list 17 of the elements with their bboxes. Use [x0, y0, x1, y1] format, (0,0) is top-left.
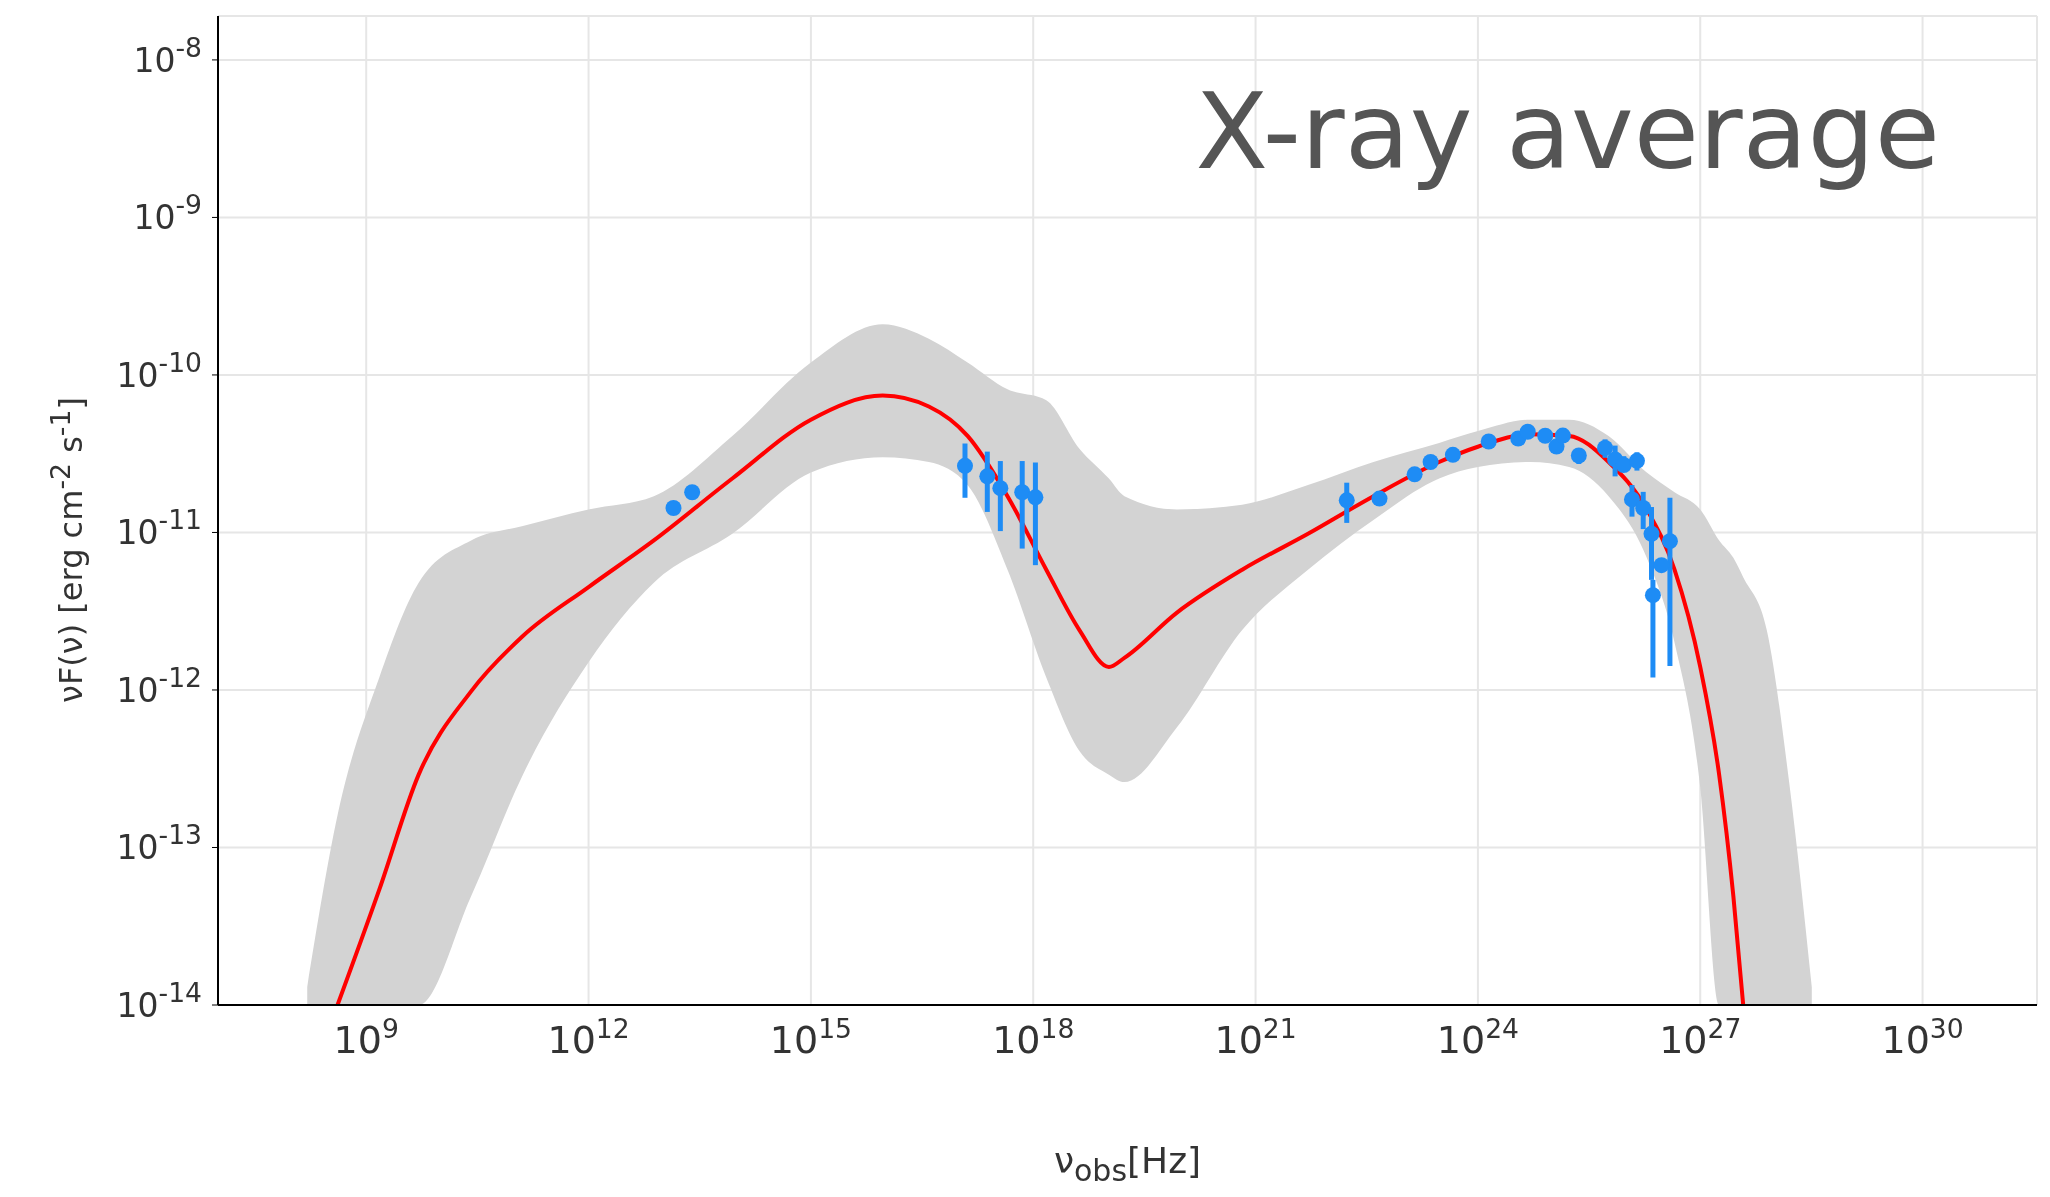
x-tick-label: 10$^{18}$ [992, 1012, 1075, 1062]
y-tick-label: 10$^{-14}$ [116, 976, 202, 1025]
x-tick-label: 10$^{27}$ [1659, 1012, 1742, 1062]
x-tick-label: 10$^{30}$ [1881, 1012, 1964, 1062]
y-tick-label: 10$^{-12}$ [116, 661, 202, 710]
x-tick-label: 10$^{9}$ [333, 1012, 399, 1062]
y-tick-label: 10$^{-13}$ [116, 818, 202, 868]
x-tick-label: 10$^{12}$ [547, 1012, 630, 1062]
x-tick-label: 10$^{21}$ [1214, 1012, 1297, 1062]
x-axis-title: ν$_{obs}$[Hz] [1052, 1140, 1203, 1189]
x-tick-label: 10$^{15}$ [769, 1012, 852, 1062]
y-tick-label: 10$^{-9}$ [133, 188, 202, 238]
x-tick-label: 10$^{24}$ [1436, 1012, 1519, 1062]
y-tick-label: 10$^{-10}$ [116, 346, 202, 395]
y-tick-label: 10$^{-11}$ [116, 503, 202, 553]
annotation: X-ray average [1195, 70, 1940, 193]
y-tick-label: 10$^{-8}$ [133, 31, 202, 80]
